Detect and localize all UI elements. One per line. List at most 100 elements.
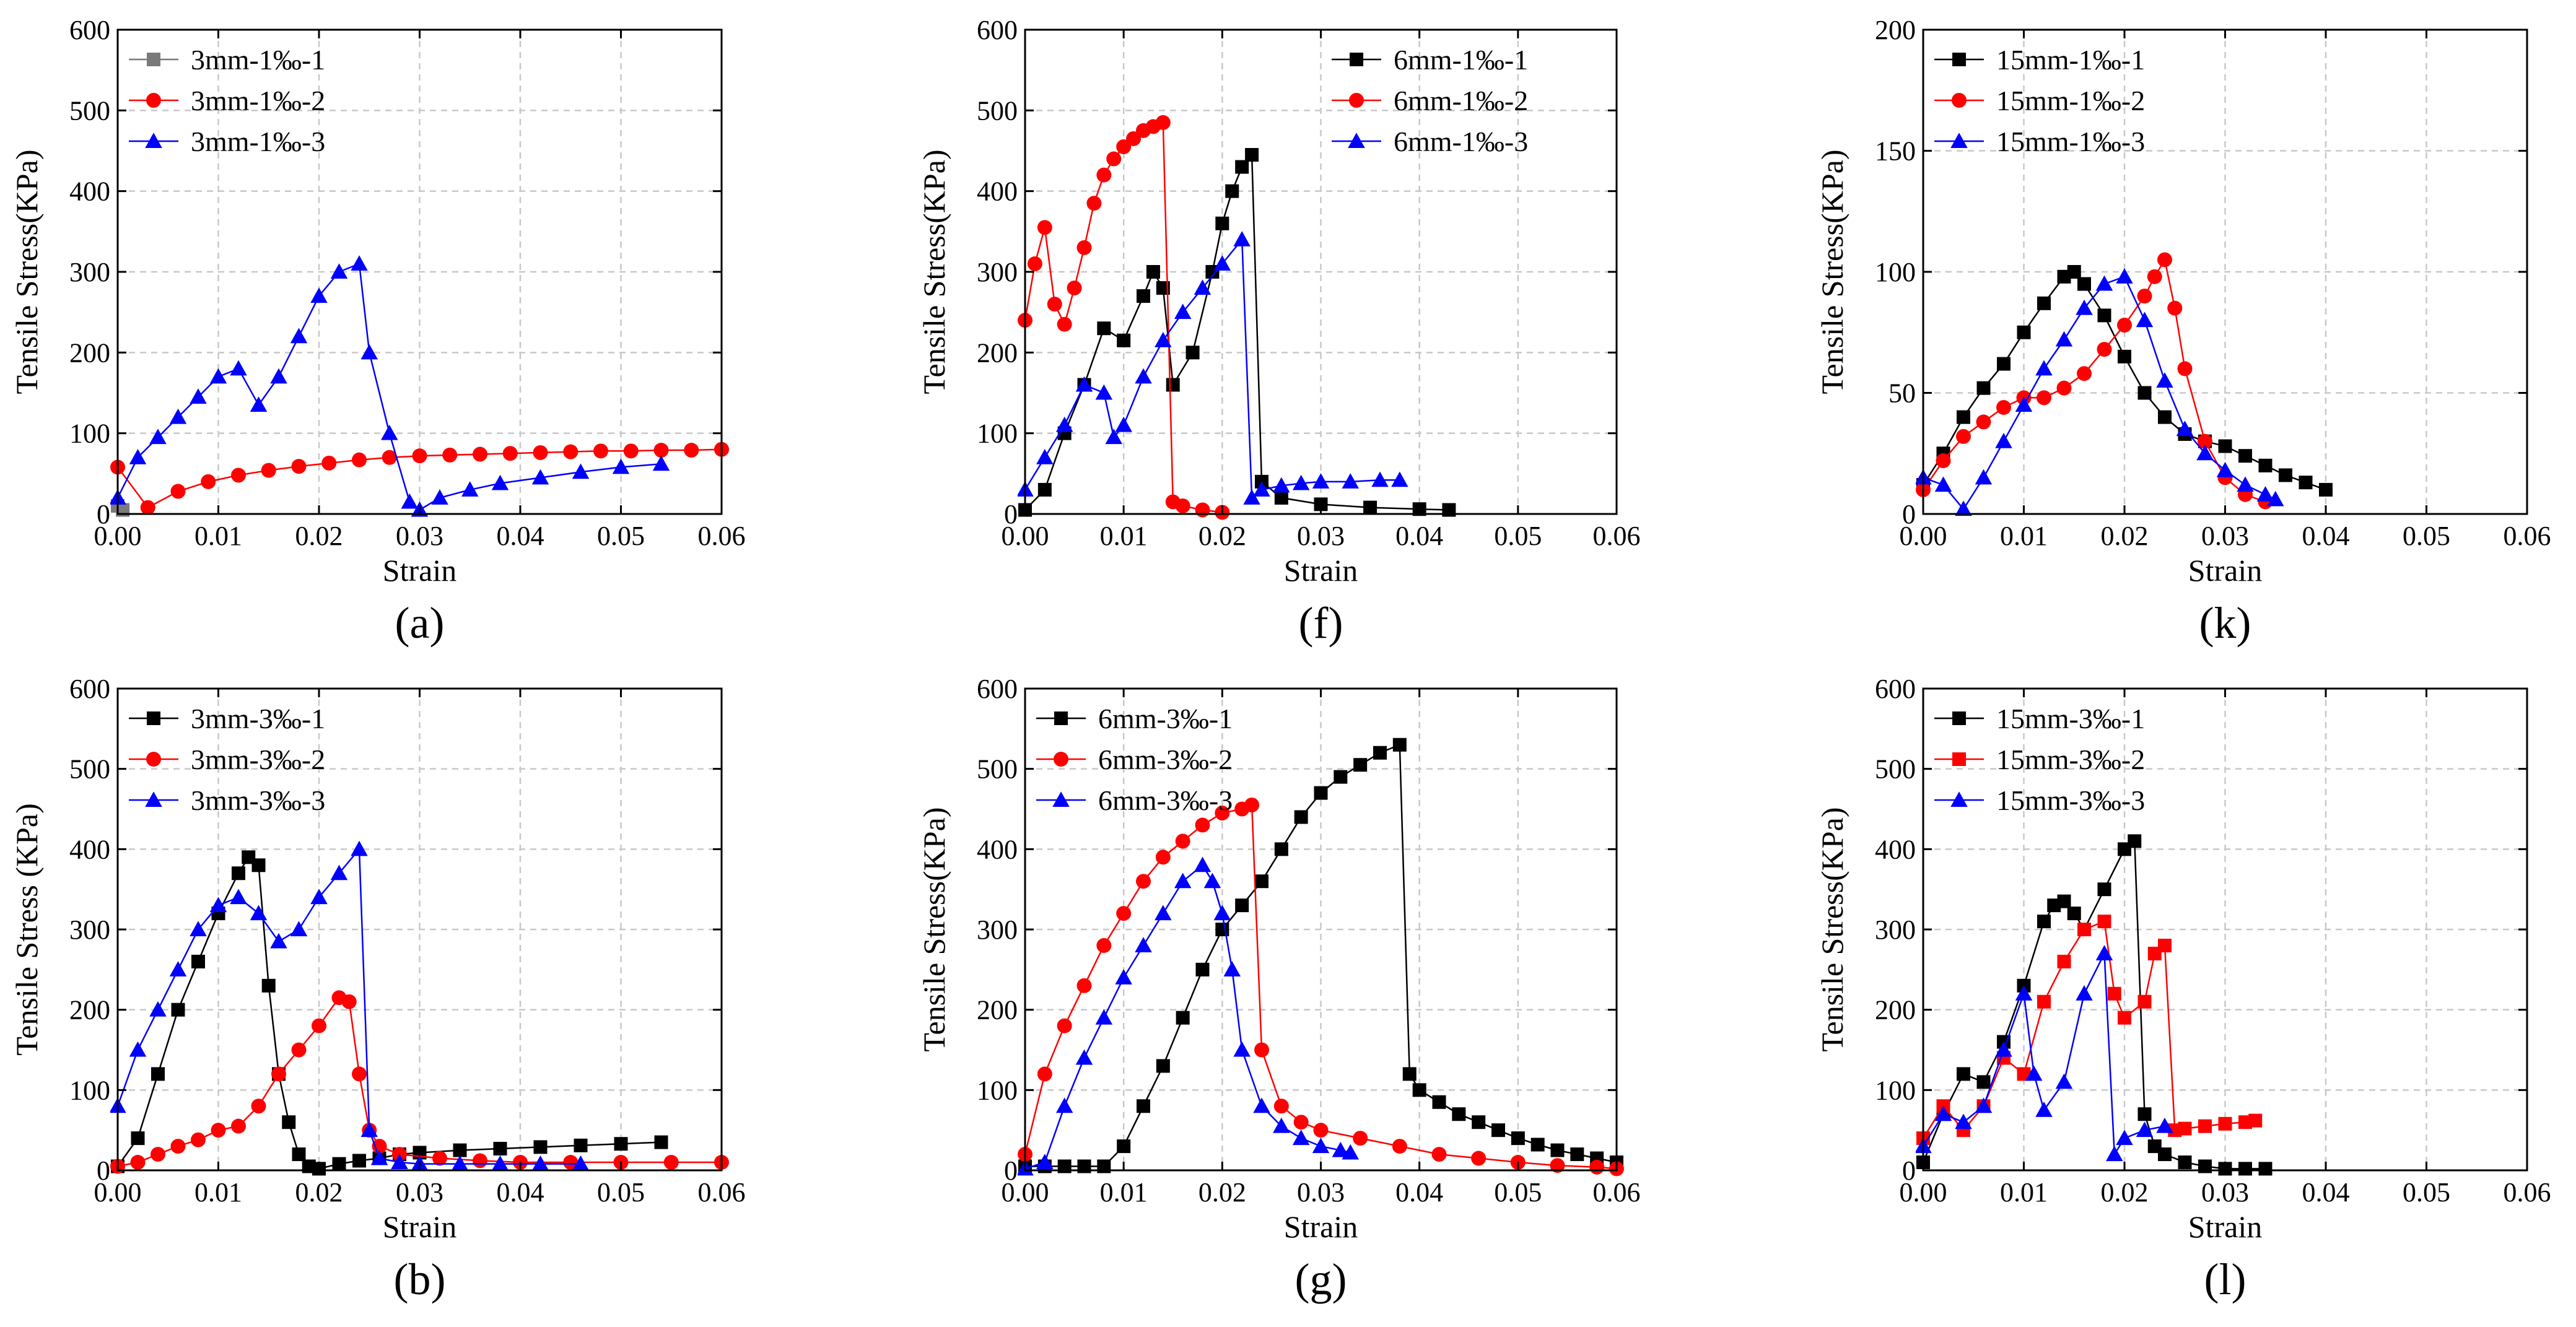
series-group	[1916, 252, 2333, 516]
data-point	[2037, 994, 2051, 1009]
data-point	[461, 481, 479, 497]
data-point	[2015, 396, 2033, 412]
data-point	[1274, 842, 1288, 856]
data-point	[1273, 477, 1290, 493]
data-point	[1412, 1083, 1426, 1097]
legend-entry: 3mm-3‰-3	[191, 785, 325, 816]
data-point	[1095, 384, 1113, 400]
data-point	[129, 449, 147, 464]
data-point	[2037, 915, 2051, 929]
data-point	[1371, 471, 1389, 487]
data-point	[291, 1042, 307, 1058]
data-point	[1245, 148, 1259, 162]
x-tick-label: 0.00	[1900, 1177, 1947, 1207]
data-point	[2198, 433, 2212, 449]
data-point	[1155, 905, 1172, 921]
data-point	[1511, 1131, 1525, 1146]
x-axis-label: Strain	[2188, 1209, 2262, 1244]
data-point	[209, 368, 227, 384]
data-point	[310, 889, 328, 905]
legend: 3mm-1‰-1 3mm-1‰-2 3mm-1‰-3	[129, 44, 325, 157]
data-point	[1491, 1123, 1505, 1138]
data-point	[2158, 938, 2172, 952]
x-tick-label: 0.01	[1100, 1177, 1148, 1207]
data-point	[533, 1140, 548, 1154]
data-point	[1115, 416, 1132, 432]
data-point	[1176, 1011, 1190, 1025]
data-point	[2279, 468, 2292, 482]
data-point	[1095, 1009, 1113, 1025]
x-axis-label: Strain	[1284, 1209, 1358, 1244]
data-point	[169, 408, 187, 424]
y-tick-label: 100	[977, 1075, 1018, 1105]
data-point	[1037, 482, 1052, 497]
x-tick-label: 0.03	[1297, 1177, 1345, 1207]
data-point	[491, 1155, 509, 1171]
data-point	[1135, 937, 1152, 952]
data-point	[1096, 167, 1112, 183]
data-point	[652, 455, 670, 471]
data-point	[412, 448, 427, 464]
data-point	[1550, 1143, 1565, 1157]
data-point	[2077, 277, 2091, 291]
data-point	[2057, 954, 2071, 968]
x-tick-label: 0.05	[1494, 521, 1542, 551]
data-point	[1273, 1099, 1289, 1114]
data-point	[209, 897, 227, 913]
data-point	[442, 447, 458, 463]
data-point	[563, 444, 579, 459]
data-point	[381, 424, 398, 440]
data-point	[1452, 1107, 1466, 1121]
data-point	[231, 468, 246, 483]
panel-caption: (k)	[2199, 598, 2251, 648]
y-tick-label: 150	[1875, 136, 1916, 167]
y-tick-label: 100	[1875, 257, 1916, 287]
y-tick-label: 100	[69, 419, 110, 449]
x-tick-label: 0.05	[597, 1177, 645, 1207]
x-tick-label: 0.00	[1002, 1177, 1049, 1207]
data-point	[2238, 1162, 2252, 1176]
data-point	[1957, 1067, 1970, 1081]
data-point	[593, 443, 608, 459]
x-tick-label: 0.02	[2101, 521, 2149, 551]
data-point	[352, 1154, 366, 1168]
data-point	[2147, 269, 2162, 284]
y-tick-label: 500	[69, 95, 110, 126]
data-point	[1292, 1129, 1310, 1146]
data-point	[1116, 906, 1132, 921]
data-point	[1075, 1049, 1093, 1065]
data-point	[2237, 476, 2254, 492]
data-point	[151, 1067, 165, 1081]
data-point	[321, 455, 337, 471]
y-tick-label: 100	[69, 1075, 110, 1105]
data-point	[2035, 1102, 2053, 1117]
data-point	[149, 1001, 167, 1017]
y-axis-label: Tensile Stress(KPa)	[917, 807, 951, 1051]
data-point	[1215, 216, 1229, 230]
data-point	[1195, 502, 1210, 518]
legend-marker	[1054, 752, 1068, 767]
data-point	[1233, 231, 1251, 246]
x-axis-label: Strain	[383, 553, 456, 588]
data-point	[2067, 907, 2081, 921]
data-point	[251, 1099, 266, 1114]
chart-a: 0.00 0.01 0.02 0.03 0.04 0.05 0.06 0 100 200 300 40…	[9, 15, 746, 648]
x-tick-label: 0.00	[94, 1177, 142, 1207]
series-group	[1916, 834, 2273, 1176]
data-point	[2196, 445, 2214, 461]
data-point	[2218, 1116, 2232, 1131]
data-point	[1955, 500, 1972, 516]
data-point	[201, 474, 216, 489]
data-point	[169, 961, 187, 977]
data-point	[330, 263, 348, 279]
data-point	[1194, 279, 1212, 295]
data-point	[370, 1149, 388, 1165]
data-point	[2076, 985, 2093, 1001]
data-point	[1976, 381, 1991, 395]
data-point	[2057, 894, 2071, 908]
legend-marker	[147, 53, 160, 66]
y-tick-label: 300	[977, 257, 1018, 287]
data-point	[2077, 923, 2091, 936]
data-point	[251, 858, 266, 872]
data-point	[1166, 378, 1180, 392]
